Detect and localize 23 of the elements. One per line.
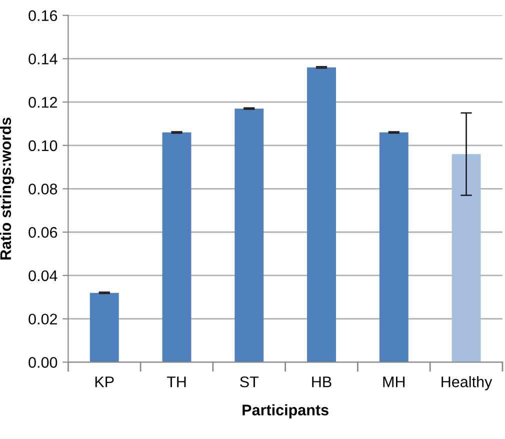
x-tick-label: KP: [95, 376, 114, 388]
y-tick-label: 0.16: [28, 10, 58, 22]
y-tick-label: 0.04: [28, 270, 58, 282]
x-tick-label: MH: [383, 376, 405, 388]
bar: [162, 132, 192, 362]
bar: [452, 154, 481, 362]
bar: [90, 292, 119, 362]
bar: [379, 132, 408, 362]
bar: [234, 108, 264, 362]
y-tick-label: 0.08: [28, 184, 58, 194]
x-tick-label: TH: [166, 376, 186, 388]
x-tick-label: HB: [312, 376, 332, 388]
x-tick-label: ST: [240, 376, 259, 388]
bar: [307, 67, 336, 362]
x-axis-title: Participants: [242, 404, 328, 418]
x-tick-label: Healthy: [442, 376, 492, 390]
y-tick-label: 0.12: [28, 96, 57, 108]
y-tick-label: 0.10: [28, 140, 58, 152]
y-tick-label: 0.02: [28, 314, 57, 325]
y-axis-title: Ratio strings:words: [0, 118, 14, 260]
y-tick-label: 0.00: [28, 357, 58, 368]
y-tick-label: 0.14: [28, 54, 58, 64]
y-tick-label: 0.06: [28, 226, 58, 238]
